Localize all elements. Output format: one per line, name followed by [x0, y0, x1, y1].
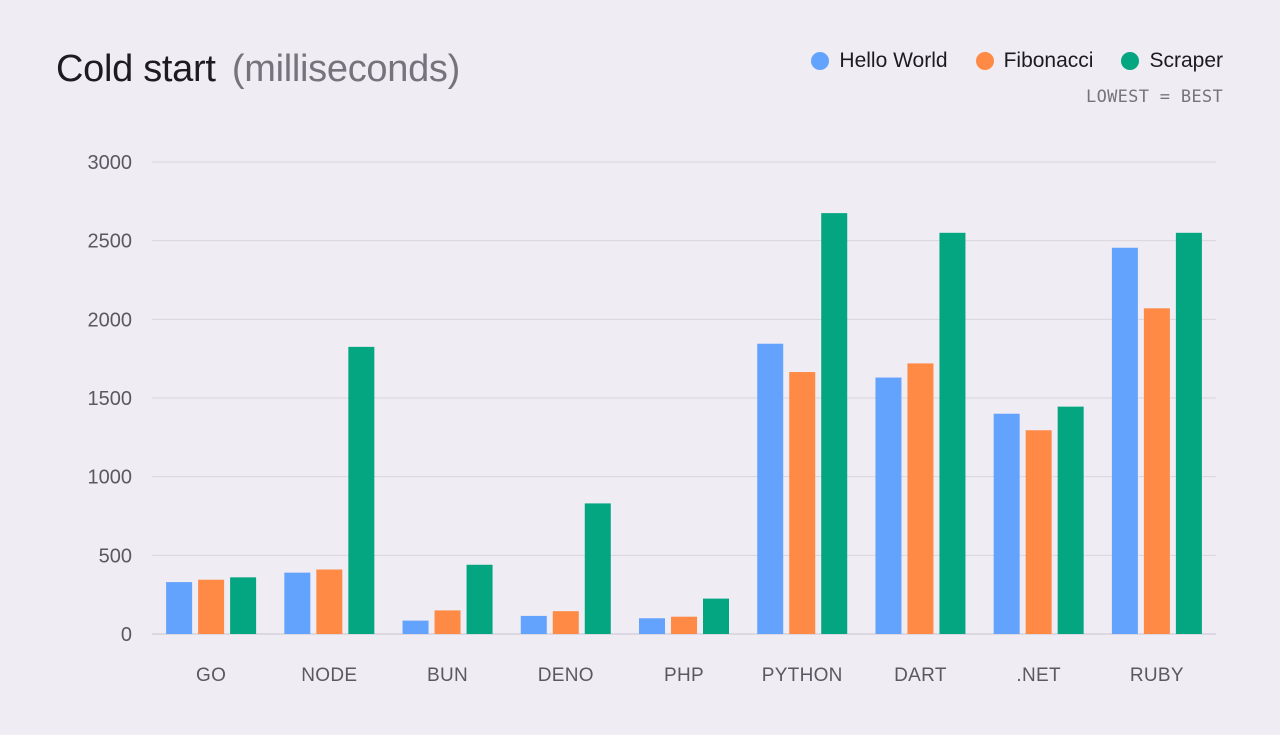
x-category-label: .NET	[1016, 665, 1061, 686]
x-category-label: BUN	[427, 665, 468, 686]
legend-label-fibonacci: Fibonacci	[1003, 49, 1094, 72]
y-tick-label: 0	[121, 624, 132, 646]
y-tick-label: 3000	[88, 152, 133, 174]
x-category-label: PHP	[664, 665, 704, 686]
legend-swatch-scraper	[1121, 52, 1140, 70]
bar	[821, 213, 848, 634]
x-category-label: RUBY	[1130, 665, 1184, 686]
bar	[402, 620, 429, 634]
bar	[789, 372, 816, 634]
bar	[757, 343, 784, 634]
y-tick-label: 2500	[88, 231, 133, 253]
x-category-label: GO	[196, 665, 226, 686]
legend-label-scraper: Scraper	[1149, 49, 1223, 72]
bar	[671, 616, 697, 634]
legend-label-hello-world: Hello World	[839, 49, 948, 72]
legend-swatch-hello-world	[811, 52, 830, 70]
bar	[993, 413, 1020, 634]
x-category-label: DART	[894, 665, 947, 686]
bar	[552, 611, 579, 634]
bar	[284, 572, 311, 634]
bar	[1143, 308, 1170, 634]
bar	[639, 618, 665, 634]
legend-item-fibonacci: Fibonacci	[975, 49, 1094, 73]
bar	[230, 577, 257, 634]
y-tick-label: 1500	[88, 388, 133, 410]
y-tick-label: 500	[99, 545, 132, 567]
x-category-label: DENO	[538, 665, 594, 686]
chart-title-main: Cold start	[56, 48, 216, 90]
y-tick-label: 2000	[88, 309, 133, 331]
bar	[939, 232, 966, 635]
bar	[166, 582, 193, 634]
chart-title-unit: (milliseconds)	[231, 48, 460, 90]
legend-swatch-fibonacci	[975, 52, 994, 70]
bar	[1175, 232, 1202, 635]
bar	[1025, 430, 1052, 634]
legend-item-hello-world: Hello World	[811, 49, 948, 73]
bar	[1057, 406, 1084, 634]
legend-item-scraper: Scraper	[1121, 49, 1223, 73]
bar	[348, 346, 375, 634]
bar	[584, 503, 611, 634]
bar	[198, 579, 225, 634]
bar	[434, 610, 461, 634]
legend: Hello World Fibonacci Scraper	[811, 49, 1223, 73]
bar	[1111, 247, 1138, 634]
bar	[316, 569, 343, 634]
bar	[703, 598, 729, 634]
y-tick-label: 1000	[88, 467, 133, 489]
x-category-label: PYTHON	[762, 665, 843, 686]
bar	[520, 615, 547, 634]
bar	[875, 377, 902, 634]
bar	[466, 564, 493, 634]
lowest-best-note: LOWEST = BEST	[1086, 87, 1223, 107]
x-category-label: NODE	[301, 665, 357, 686]
chart-title: Cold start (milliseconds)	[56, 48, 460, 91]
bar	[907, 363, 934, 634]
